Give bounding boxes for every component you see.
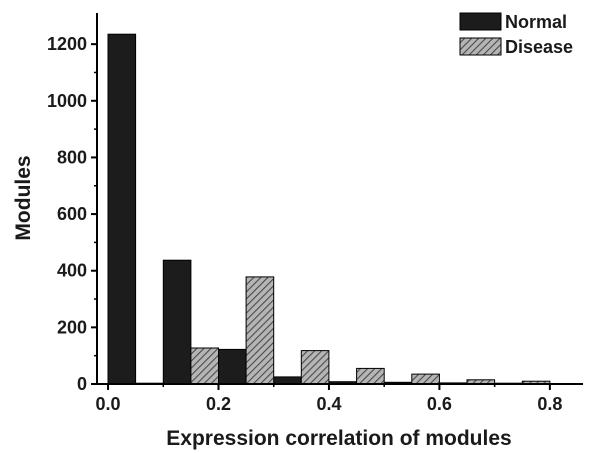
legend-swatch-disease [459,37,502,56]
legend-label-disease: Disease [505,37,573,57]
x-tick-label-2: 0.4 [316,394,341,414]
x-axis-title: Expression correlation of modules [166,427,511,450]
bar-disease-2 [245,276,275,385]
legend: Normal Disease [459,12,573,57]
x-tick-label-0: 0.0 [96,394,121,414]
legend-swatch-normal [459,12,502,31]
bar-disease-5 [411,373,440,385]
legend-label-normal: Normal [505,12,567,32]
bar-normal-1 [162,259,192,385]
bar-normal-0 [107,33,137,385]
y-tick-label-200: 200 [57,317,87,337]
x-tick-label-4: 0.8 [537,394,562,414]
y-tick-label-0: 0 [77,374,87,394]
y-tick-label-600: 600 [57,204,87,224]
y-axis-title: Modules [12,155,35,240]
ticks-group: 0 200 400 600 800 1000 1200 0.0 0.2 0.4 0.6 0.8 [47,34,562,414]
x-tick-label-1: 0.2 [206,394,231,414]
bar-disease-4 [356,367,385,385]
bars-group [107,33,551,385]
y-tick-label-1000: 1000 [47,91,87,111]
bar-normal-3 [273,376,302,385]
x-tick-label-3: 0.6 [427,394,452,414]
y-tick-label-800: 800 [57,147,87,167]
bar-disease-3 [300,350,330,385]
bar-normal-2 [218,348,247,385]
y-tick-label-1200: 1200 [47,34,87,54]
y-tick-label-400: 400 [57,261,87,281]
axes-group [96,13,583,385]
bar-disease-1 [190,347,219,385]
